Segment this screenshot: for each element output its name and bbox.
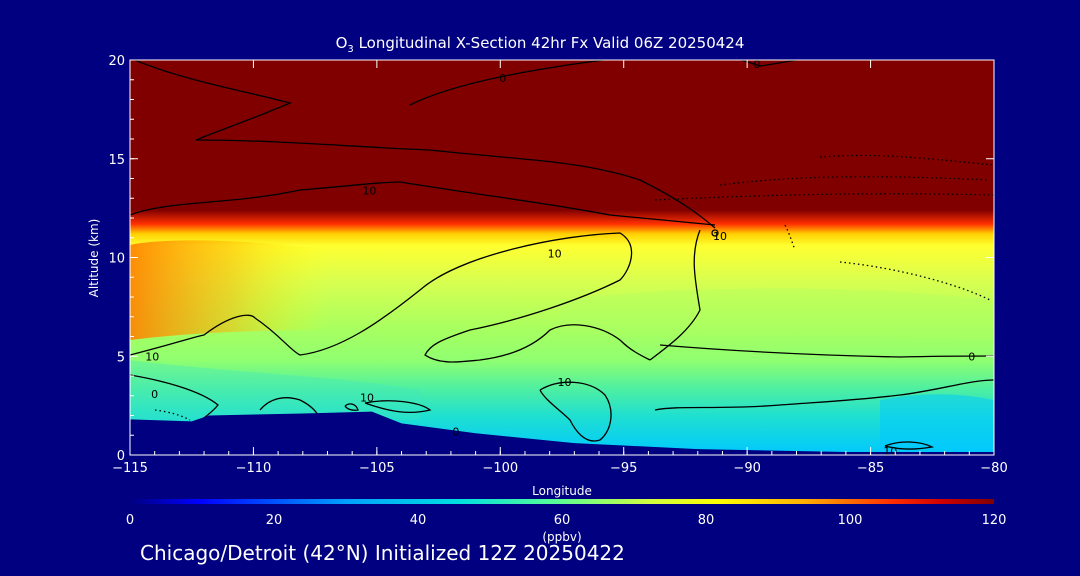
- colorbar-label: (ppbv): [542, 530, 581, 544]
- contour-label: 10: [362, 184, 376, 197]
- colorbar-tick-label: 120: [982, 513, 1007, 528]
- x-tick-label: −110: [236, 461, 272, 476]
- x-tick-label: −95: [610, 461, 637, 476]
- y-tick-label: 5: [117, 350, 125, 365]
- chart-title: O3 Longitudinal X-Section 42hr Fx Valid …: [0, 34, 1080, 55]
- colorbar-tick-label: 80: [698, 513, 715, 528]
- contour-label: 10: [145, 350, 159, 363]
- y-tick-label: 10: [108, 252, 125, 267]
- contour-label: 0: [968, 350, 975, 363]
- title-subscript: 3: [347, 44, 354, 55]
- y-tick-label: 0: [117, 449, 125, 464]
- y-tick-label: 20: [108, 54, 125, 69]
- colorbar-tick-label: 40: [410, 513, 427, 528]
- y-axis-label: Altitude (km): [87, 219, 101, 298]
- terrain-mask: [130, 411, 994, 455]
- x-tick-label: −100: [482, 461, 518, 476]
- y-tick-label: 15: [108, 153, 125, 168]
- colorbar-tick-label: 60: [554, 513, 571, 528]
- colorbar-tick-label: 20: [266, 513, 283, 528]
- title-text: Longitudinal X-Section 42hr Fx Valid 06Z…: [353, 34, 745, 52]
- contour-label: 0: [151, 388, 158, 401]
- colorbar-tick-label: 0: [126, 513, 134, 528]
- contour-label: 10: [360, 392, 374, 405]
- x-axis-ticks: −115 −110 −105 −100 −95 −90 −85 −80: [112, 60, 1008, 476]
- concentration-field: [130, 60, 994, 455]
- x-tick-label: −80: [980, 461, 1007, 476]
- colorbar: [130, 499, 994, 504]
- contour-label: 0: [499, 72, 506, 85]
- x-tick-label: −85: [857, 461, 884, 476]
- x-tick-label: −115: [112, 461, 148, 476]
- colorbar-ticks: 0 20 40 60 80 100 120: [126, 513, 1007, 528]
- x-tick-label: −105: [359, 461, 395, 476]
- contour-label: 10: [713, 230, 727, 243]
- contour-label: 0: [754, 58, 761, 71]
- title-prefix: O: [335, 34, 348, 52]
- x-axis-label: Longitude: [532, 484, 592, 498]
- contour-label: 0: [452, 425, 459, 438]
- colorbar-tick-label: 100: [838, 513, 863, 528]
- footer-caption: Chicago/Detroit (42°N) Initialized 12Z 2…: [140, 541, 625, 565]
- contour-label: 10: [548, 248, 562, 261]
- x-tick-label: −90: [733, 461, 760, 476]
- y-axis-ticks: 0 5 10 15 20: [108, 54, 994, 464]
- contour-label: 10: [557, 376, 571, 389]
